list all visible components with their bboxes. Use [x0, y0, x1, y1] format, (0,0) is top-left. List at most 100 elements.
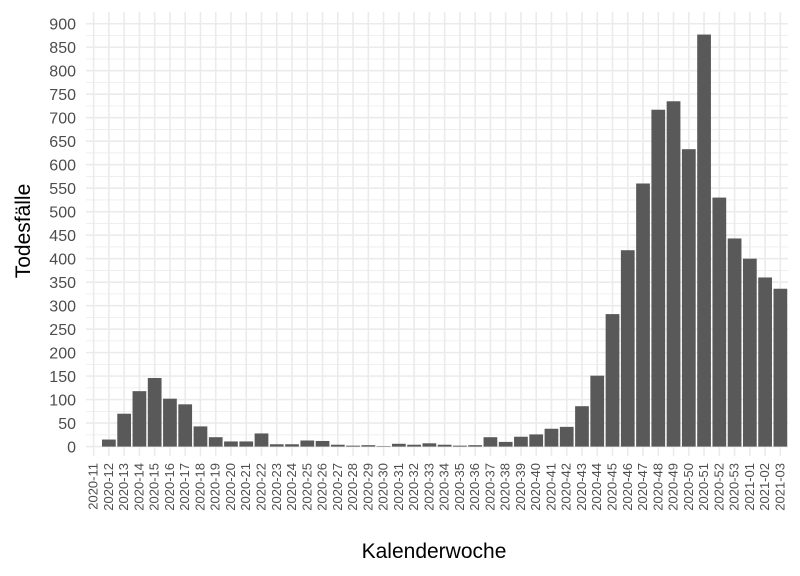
bar-2020-53: [727, 238, 742, 447]
x-tick-label: 2020-21: [238, 463, 253, 511]
bar-2020-35: [453, 445, 467, 447]
x-tick-label: 2020-38: [498, 463, 513, 511]
y-tick-label: 300: [49, 299, 76, 316]
y-tick-label: 650: [49, 134, 76, 151]
bar-2020-27: [330, 444, 345, 447]
bar-2020-36: [468, 445, 483, 447]
x-tick-label: 2020-40: [528, 463, 543, 511]
bar-2020-21: [239, 441, 254, 447]
x-tick-label: 2020-23: [269, 463, 284, 511]
x-tick-label: 2020-48: [650, 463, 665, 511]
bar-2020-45: [605, 314, 620, 447]
bar-2020-32: [407, 444, 421, 447]
x-axis-tick-labels: 2020-11 2020-12 2020-13 2020-14 2020-15 2020-…: [86, 463, 788, 511]
bar-2020-15: [147, 378, 162, 447]
bar-2020-13: [117, 413, 132, 447]
x-tick-label: 2020-12: [101, 463, 116, 511]
y-tick-label: 150: [49, 369, 76, 386]
y-tick-label: 100: [49, 393, 76, 410]
y-tick-label: 800: [49, 64, 76, 81]
x-tick-label: 2020-44: [589, 463, 604, 511]
x-tick-label: 2020-18: [192, 463, 207, 511]
bar-2020-20: [224, 441, 238, 447]
bar-2020-51: [697, 34, 711, 447]
bar-2021-02: [758, 277, 772, 447]
bar-2020-26: [315, 440, 330, 447]
y-tick-label: 350: [49, 275, 76, 292]
bar-2020-37: [483, 437, 498, 447]
x-tick-label: 2020-35: [452, 463, 467, 511]
bar-2020-39: [514, 436, 528, 447]
bar-2020-50: [681, 149, 696, 447]
bar-2020-46: [620, 250, 635, 447]
bar-2020-24: [285, 444, 299, 447]
y-tick-label: 450: [49, 228, 76, 245]
x-axis-title: Kalenderwoche: [362, 540, 507, 563]
x-tick-label: 2020-19: [208, 463, 223, 511]
x-tick-label: 2020-45: [605, 463, 620, 511]
bar-2020-23: [269, 444, 284, 447]
x-tick-label: 2020-29: [360, 463, 375, 511]
x-tick-label: 2020-43: [574, 463, 589, 511]
bar-2020-48: [651, 109, 666, 447]
bar-2020-14: [132, 391, 147, 447]
x-tick-label: 2020-34: [437, 463, 452, 511]
bar-2020-38: [498, 441, 513, 447]
y-tick-label: 900: [49, 17, 76, 34]
x-tick-label: 2020-28: [345, 463, 360, 511]
x-tick-label: 2020-27: [330, 463, 345, 511]
bar-2020-28: [346, 445, 360, 447]
bars: [102, 34, 788, 447]
y-tick-label: 550: [49, 181, 76, 198]
bar-2020-18: [193, 426, 208, 447]
bar-2020-41: [544, 428, 559, 447]
x-tick-label: 2020-11: [86, 463, 101, 510]
bar-2021-01: [742, 258, 757, 447]
bar-2020-25: [300, 440, 315, 447]
x-tick-label: 2020-26: [315, 463, 330, 511]
bar-2020-17: [178, 404, 193, 447]
x-tick-label: 2020-24: [284, 463, 299, 511]
bar-2020-33: [422, 443, 437, 447]
y-tick-label: 50: [58, 416, 76, 433]
x-tick-label: 2020-13: [116, 463, 131, 511]
bar-2020-43: [575, 406, 589, 447]
bar-2020-42: [559, 426, 574, 447]
x-tick-label: 2020-14: [131, 463, 146, 511]
bar-2020-16: [163, 398, 177, 447]
x-tick-label: 2020-33: [421, 463, 436, 511]
y-axis-tick-labels: 0 50 100 150 200 250 300 350 400 450 500 550 600 650 7…: [49, 17, 76, 457]
bar-2020-31: [391, 443, 406, 447]
x-tick-label: 2020-25: [299, 463, 314, 511]
y-tick-label: 0: [67, 440, 76, 457]
x-tick-label: 2020-32: [406, 463, 421, 511]
bar-2020-22: [254, 433, 269, 447]
bar-2020-44: [590, 375, 605, 447]
bar-2020-12: [102, 439, 116, 447]
x-tick-label: 2021-01: [742, 463, 757, 511]
bar-2020-49: [666, 101, 681, 447]
y-tick-label: 850: [49, 40, 76, 57]
x-tick-label: 2020-22: [254, 463, 269, 511]
bar-2020-52: [712, 197, 727, 447]
bar-2021-03: [773, 288, 788, 447]
bar-2020-19: [208, 437, 223, 447]
x-tick-label: 2020-49: [666, 463, 681, 511]
x-tick-label: 2020-31: [391, 463, 406, 511]
x-tick-label: 2020-36: [467, 463, 482, 511]
x-tick-label: 2020-15: [147, 463, 162, 511]
y-tick-label: 700: [49, 111, 76, 128]
y-tick-label: 200: [49, 346, 76, 363]
x-tick-label: 2021-03: [772, 463, 787, 511]
x-tick-label: 2020-41: [543, 463, 558, 511]
x-tick-label: 2020-39: [513, 463, 528, 511]
y-tick-label: 500: [49, 205, 76, 222]
x-tick-label: 2020-52: [711, 463, 726, 511]
x-tick-label: 2020-17: [177, 463, 192, 511]
bar-2020-34: [437, 444, 452, 447]
x-tick-label: 2020-30: [376, 463, 391, 511]
x-tick-label: 2020-47: [635, 463, 650, 511]
x-tick-label: 2020-20: [223, 463, 238, 511]
x-tick-label: 2020-53: [727, 463, 742, 511]
x-tick-label: 2020-16: [162, 463, 177, 511]
